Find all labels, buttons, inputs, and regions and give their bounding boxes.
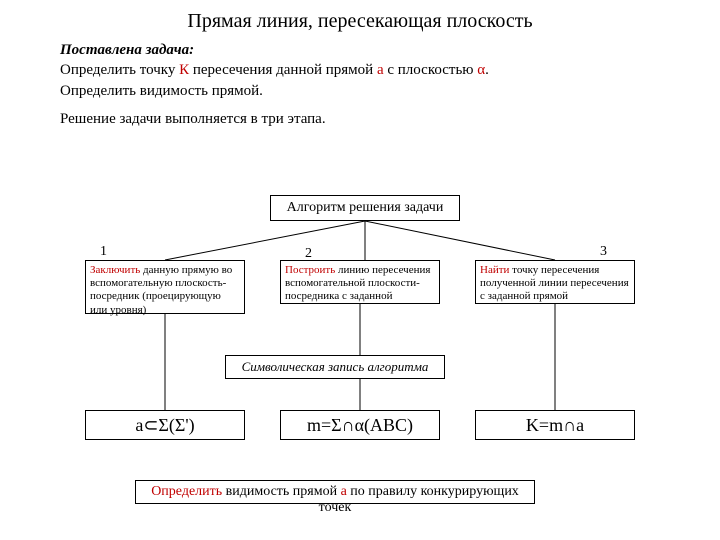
intro-line1-mid2: с плоскостью <box>384 62 478 78</box>
intro-label: Поставлена задача: <box>60 42 194 58</box>
symbolic-head-box: Символическая запись алгоритма <box>225 355 445 379</box>
formula-3: K=m∩a <box>475 410 635 440</box>
step-number-1: 1 <box>100 244 107 260</box>
intro-line1-end: . <box>485 62 489 78</box>
intro-line1-pre: Определить точку <box>60 62 179 78</box>
step-box-2: Построить линию пересечения вспомогатель… <box>280 260 440 304</box>
bottom-mid: видимость прямой <box>222 484 340 499</box>
bottom-end: по правилу конкурирующих точек <box>319 484 519 515</box>
step-number-3: 3 <box>600 244 607 260</box>
formula-2: m=Σ∩α(АВС) <box>280 410 440 440</box>
intro-K: К <box>179 62 189 78</box>
bottom-box: Определить видимость прямой a по правилу… <box>135 480 535 504</box>
intro-alpha: α <box>477 62 485 78</box>
step3-red: Найти <box>480 264 509 276</box>
formula-1: a⊂Σ(Σ') <box>85 410 245 440</box>
page-title: Прямая линия, пересекающая плоскость <box>0 10 720 33</box>
intro-block: Поставлена задача: Определить точку К пе… <box>60 40 660 129</box>
algo-head-box: Алгоритм решения задачи <box>270 195 460 221</box>
step-box-1: Заключить данную прямую во вспомогательн… <box>85 260 245 314</box>
step1-red: Заключить <box>90 264 140 276</box>
step-box-3: Найти точку пересечения полученной линии… <box>475 260 635 304</box>
bottom-red1: Определить <box>151 484 222 499</box>
intro-line1-mid: пересечения данной прямой <box>189 62 377 78</box>
intro-a: a <box>377 62 384 78</box>
intro-line2: Определить видимость прямой. <box>60 81 660 101</box>
step2-red: Построить <box>285 264 335 276</box>
intro-line3: Решение задачи выполняется в три этапа. <box>60 109 660 129</box>
